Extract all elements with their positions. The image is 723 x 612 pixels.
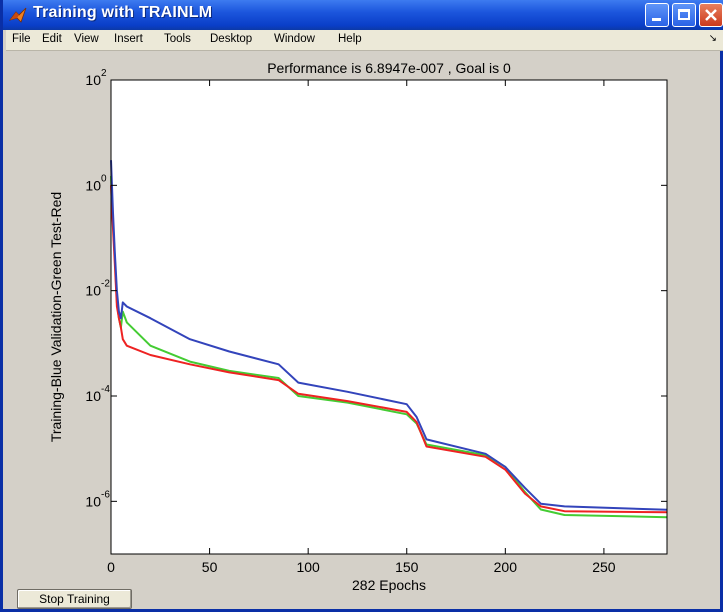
x-tick-label: 150: [395, 559, 419, 575]
y-tick-exponent: -2: [101, 279, 110, 290]
close-icon: [705, 9, 717, 21]
series-line-validation: [110, 176, 668, 519]
menu-file[interactable]: File: [12, 33, 31, 45]
menu-help[interactable]: Help: [338, 33, 362, 45]
x-tick-label: 0: [107, 559, 115, 575]
y-tick-label: 10: [85, 493, 101, 509]
menu-tools[interactable]: Tools: [164, 33, 191, 45]
stop-training-button[interactable]: Stop Training: [17, 589, 132, 609]
y-tick-label: 10: [85, 283, 101, 299]
menu-insert[interactable]: Insert: [114, 33, 143, 45]
menu-edit[interactable]: Edit: [42, 33, 62, 45]
axes-box: [110, 79, 668, 555]
series-line-training: [110, 160, 668, 511]
title-bar[interactable]: Training with TRAINLM: [3, 0, 723, 30]
y-tick-exponent: 2: [101, 68, 107, 79]
toolbar-toggle-arrow-icon[interactable]: ↘: [708, 33, 717, 44]
y-tick-label: 10: [85, 72, 101, 88]
x-axis-label: 282 Epochs: [352, 577, 426, 593]
y-axis-label: Training-Blue Validation-Green Test-Red: [48, 192, 64, 442]
plot-title: Performance is 6.8947e-007 , Goal is 0: [267, 60, 511, 76]
y-tick-label: 10: [85, 177, 101, 193]
y-tick-exponent: -4: [101, 384, 110, 395]
y-tick-exponent: 0: [101, 173, 107, 184]
maximize-icon: [678, 9, 690, 20]
x-tick-label: 250: [592, 559, 616, 575]
x-tick-label: 200: [494, 559, 518, 575]
menu-desktop[interactable]: Desktop: [210, 33, 253, 45]
y-tick-exponent: -6: [101, 489, 110, 500]
window-title: Training with TRAINLM: [33, 4, 213, 21]
minimize-button[interactable]: [645, 3, 669, 27]
x-tick-label: 50: [202, 559, 218, 575]
minimize-icon: [652, 18, 661, 21]
menu-window[interactable]: Window: [274, 33, 315, 45]
menu-bar: File Edit View Insert Tools Desktop Wind…: [6, 30, 723, 51]
plot-area[interactable]: [111, 80, 667, 554]
matlab-logo-icon: [9, 7, 27, 23]
y-tick-label: 10: [85, 388, 101, 404]
menu-view[interactable]: View: [74, 33, 99, 45]
series-line-test: [110, 185, 668, 514]
x-tick-label: 100: [296, 559, 320, 575]
maximize-button[interactable]: [672, 3, 696, 27]
